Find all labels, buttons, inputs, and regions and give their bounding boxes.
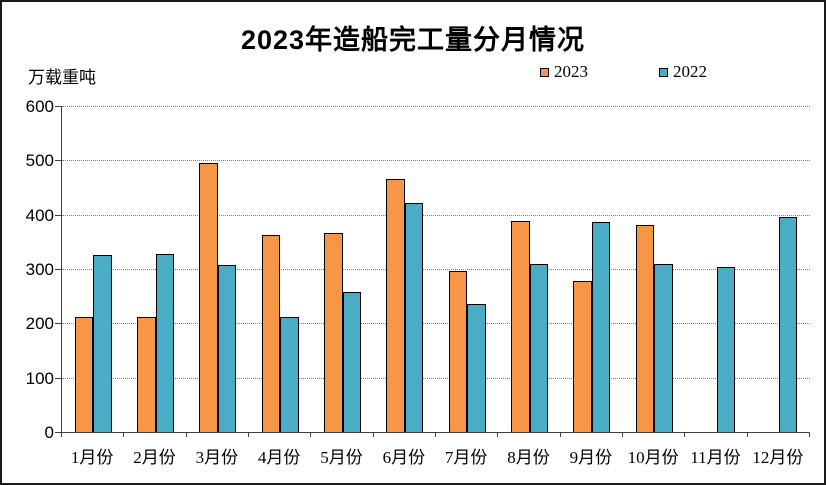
legend-label-2023: 2023 bbox=[554, 62, 588, 81]
y-axis-tick-mark bbox=[55, 214, 61, 216]
bar-2022-4月份 bbox=[280, 317, 299, 432]
x-axis-tick-mark bbox=[809, 432, 810, 437]
plot-area bbox=[61, 106, 810, 433]
x-axis-label-9月份: 9月份 bbox=[569, 448, 613, 467]
chart-legend: 2023 2022 bbox=[2, 62, 824, 82]
bar-2023-6月份 bbox=[386, 178, 405, 432]
bar-2022-8月份 bbox=[529, 263, 548, 432]
x-axis-label-7月份: 7月份 bbox=[444, 448, 488, 467]
bar-2023-9月份 bbox=[573, 281, 592, 432]
gridline-600 bbox=[62, 106, 810, 107]
gridline-500 bbox=[62, 160, 810, 162]
bar-2022-3月份 bbox=[217, 264, 237, 432]
y-axis-tick-label-200: 200 bbox=[25, 314, 54, 334]
y-axis-tick-label-100: 100 bbox=[25, 368, 54, 388]
y-axis-tick-mark bbox=[55, 160, 61, 162]
y-axis-tick-mark bbox=[55, 323, 61, 325]
x-axis-tick-mark bbox=[372, 432, 374, 437]
x-axis-tick-mark bbox=[310, 432, 312, 437]
x-axis-tick-mark bbox=[61, 432, 62, 437]
bar-2022-12月份 bbox=[778, 216, 798, 432]
x-axis-label-12月份: 12月份 bbox=[752, 448, 804, 467]
x-axis-tick-mark bbox=[248, 432, 249, 437]
y-axis-tick-label-0: 0 bbox=[44, 423, 54, 442]
gridline-300 bbox=[62, 269, 810, 270]
bar-2023-5月份 bbox=[324, 232, 343, 432]
bar-2022-2月份 bbox=[155, 253, 174, 432]
bar-2023-10月份 bbox=[635, 224, 655, 432]
x-axis-label-10月份: 10月份 bbox=[627, 448, 679, 467]
gridline-100 bbox=[62, 377, 810, 379]
y-axis-tick-label-400: 400 bbox=[25, 205, 54, 225]
bar-2022-7月份 bbox=[467, 303, 486, 432]
legend-swatch-2022 bbox=[659, 67, 668, 77]
bar-2023-3月份 bbox=[199, 163, 218, 432]
x-axis-tick-mark bbox=[622, 432, 623, 437]
bar-2022-10月份 bbox=[654, 264, 673, 432]
bar-2022-6月份 bbox=[404, 202, 424, 432]
legend-item-2022: 2022 bbox=[659, 62, 707, 82]
bar-2022-11月份 bbox=[716, 266, 735, 432]
bar-2022-5月份 bbox=[342, 292, 361, 432]
x-axis-label-8月份: 8月份 bbox=[507, 448, 550, 467]
bar-2023-2月份 bbox=[137, 317, 156, 432]
gridline-200 bbox=[62, 323, 810, 325]
y-axis-tick-mark bbox=[55, 432, 61, 433]
x-axis-tick-mark bbox=[185, 432, 187, 437]
bar-2023-4月份 bbox=[261, 234, 281, 432]
y-axis-tick-mark bbox=[55, 377, 61, 379]
y-axis-tick-label-500: 500 bbox=[25, 151, 54, 171]
x-axis-label-3月份: 3月份 bbox=[195, 448, 239, 467]
bar-2023-1月份 bbox=[74, 317, 94, 432]
x-axis-tick-mark bbox=[746, 432, 748, 437]
legend-item-2023: 2023 bbox=[540, 62, 588, 82]
x-axis-label-6月份: 6月份 bbox=[382, 448, 426, 467]
x-axis-label-5月份: 5月份 bbox=[320, 448, 363, 467]
gridline-400 bbox=[62, 214, 810, 216]
bar-2022-1月份 bbox=[93, 254, 112, 432]
x-axis-tick-mark bbox=[559, 432, 561, 437]
y-axis-unit-label: 万载重吨 bbox=[28, 68, 96, 87]
chart-title: 2023年造船完工量分月情况 bbox=[240, 25, 586, 55]
x-axis-tick-mark bbox=[435, 432, 436, 437]
y-axis-tick-label-300: 300 bbox=[25, 260, 54, 279]
x-axis-tick-mark bbox=[684, 432, 686, 437]
y-axis-tick-mark bbox=[55, 269, 61, 270]
legend-swatch-2023 bbox=[540, 67, 549, 77]
x-axis-label-1月份: 1月份 bbox=[70, 448, 114, 467]
x-axis-label-11月份: 11月份 bbox=[690, 448, 741, 467]
x-axis-label-2月份: 2月份 bbox=[133, 448, 176, 467]
bar-2023-8月份 bbox=[511, 220, 530, 432]
x-axis-tick-mark bbox=[497, 432, 499, 437]
x-axis-tick-mark bbox=[123, 432, 125, 437]
legend-label-2022: 2022 bbox=[673, 62, 707, 81]
y-axis-tick-label-600: 600 bbox=[25, 97, 54, 116]
bar-2023-7月份 bbox=[448, 271, 468, 432]
bar-2022-9月份 bbox=[591, 222, 611, 432]
y-axis-tick-mark bbox=[55, 106, 61, 107]
x-axis-label-4月份: 4月份 bbox=[257, 448, 301, 467]
